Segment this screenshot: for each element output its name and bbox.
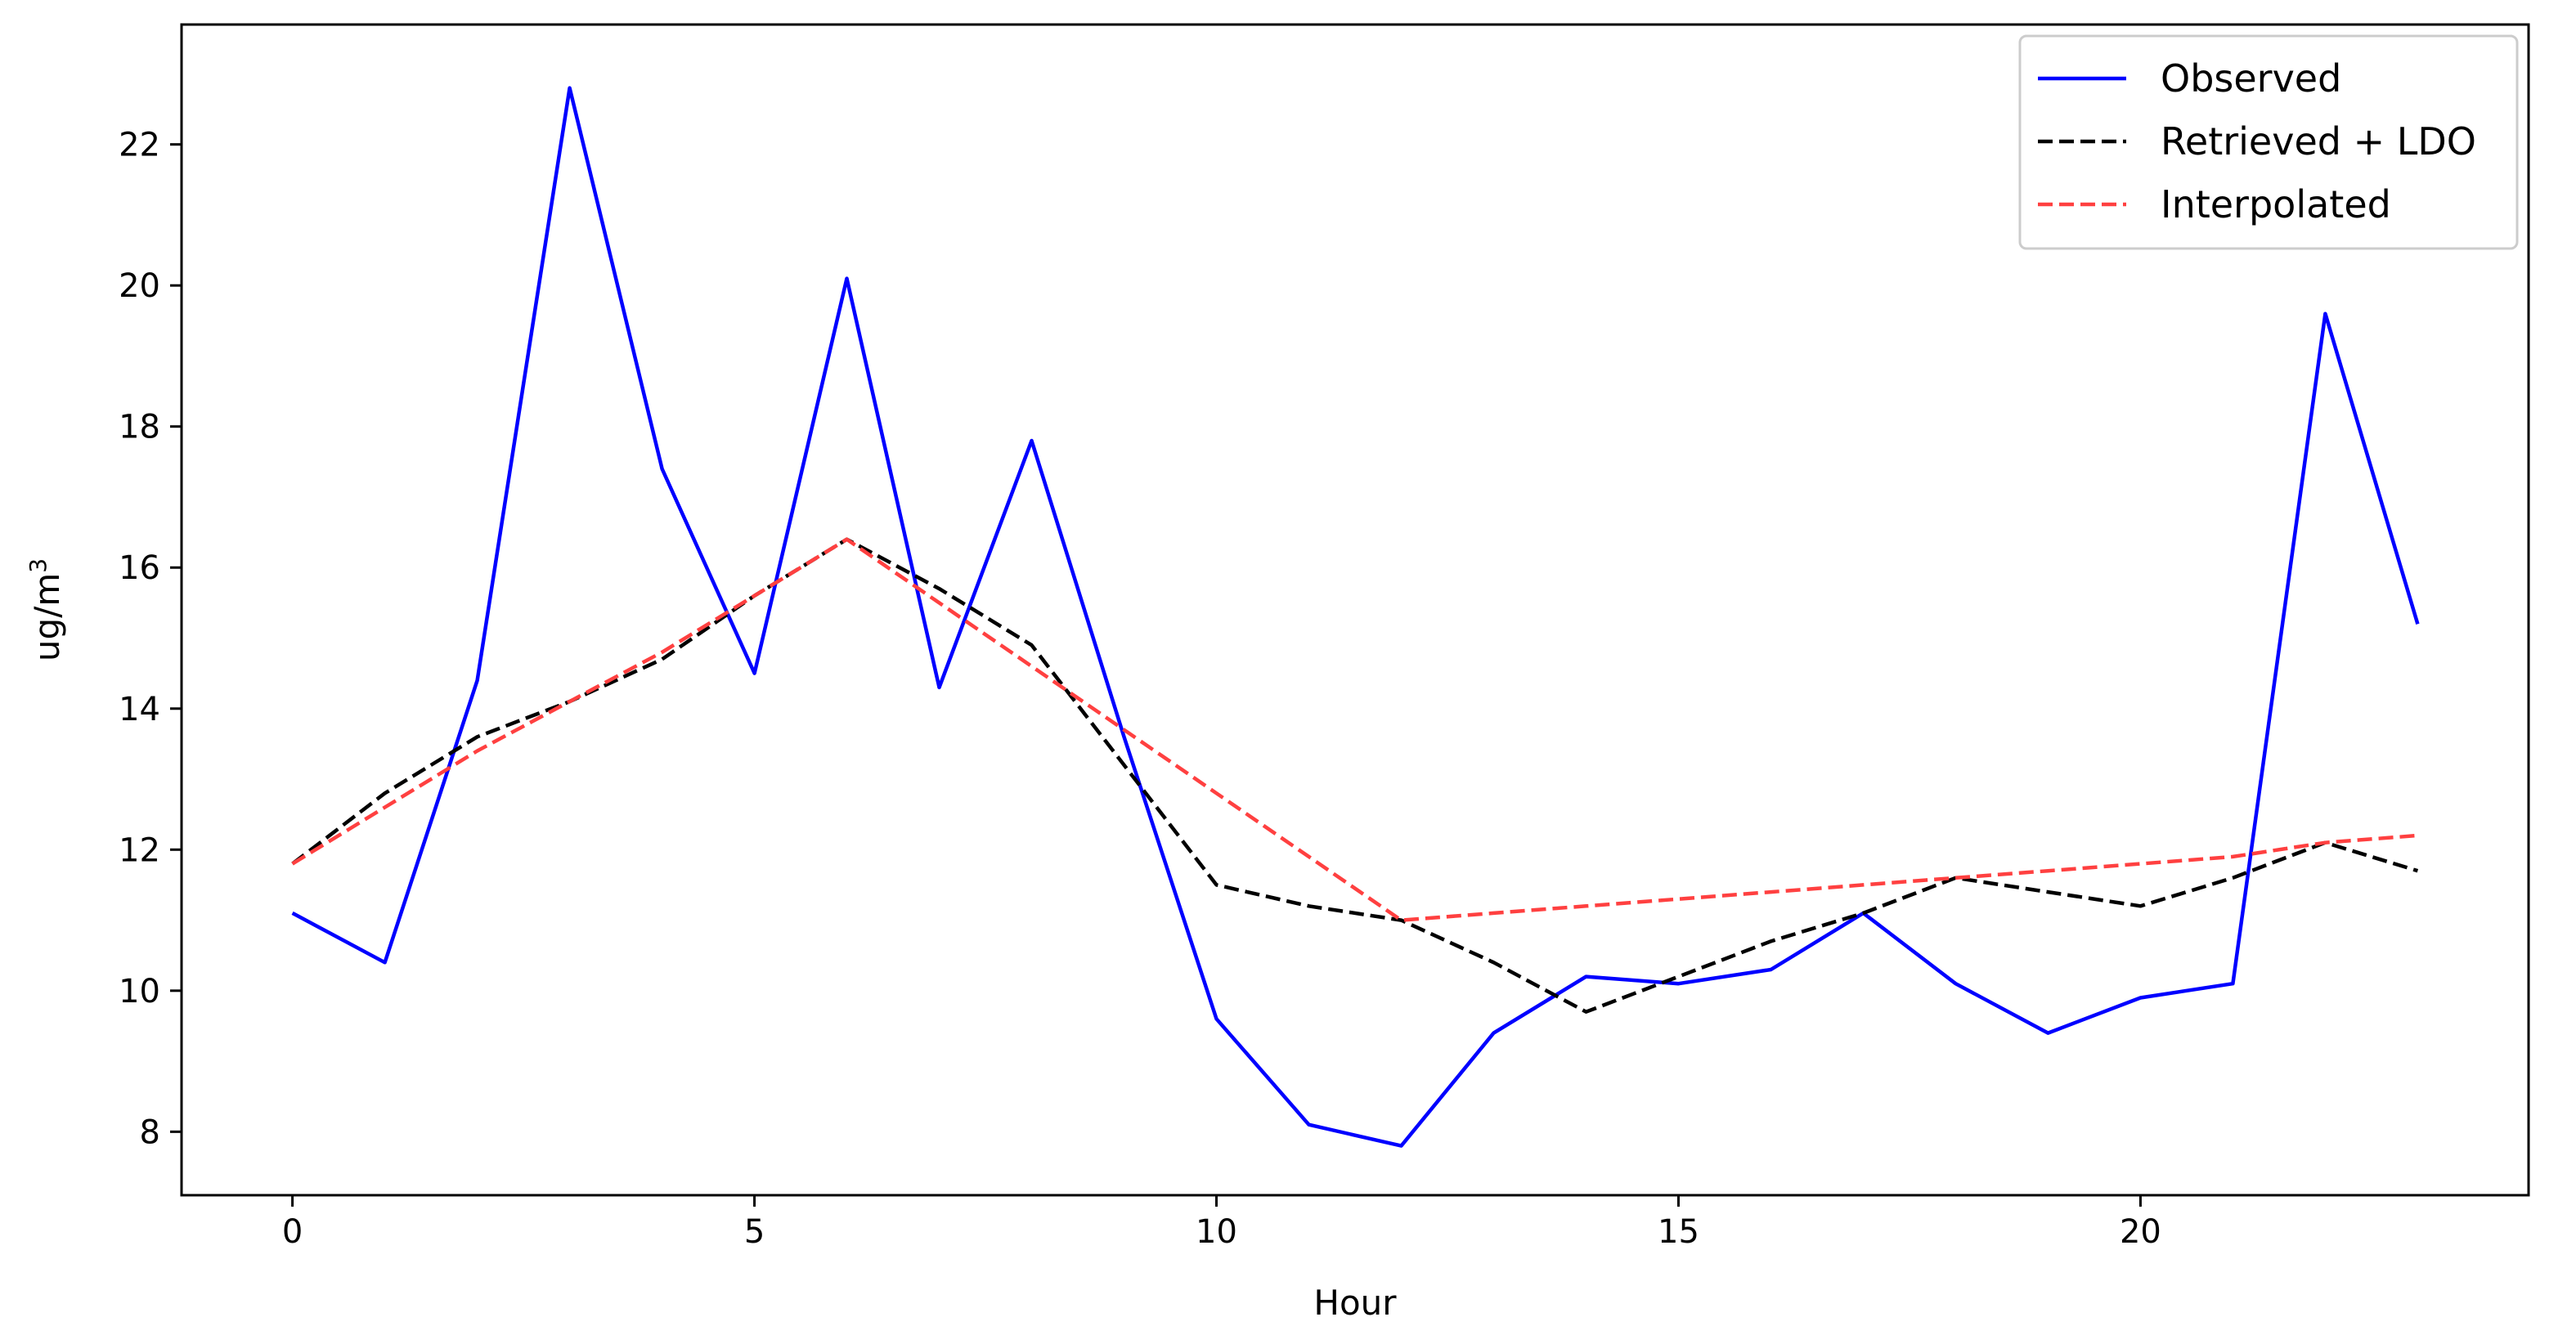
axes-frame: [180, 23, 2530, 1197]
x-tick-label: 15: [1658, 1213, 1699, 1251]
y-tick-label: 14: [119, 691, 160, 728]
x-tick-label: 0: [282, 1213, 303, 1251]
series-line-observed: [291, 86, 2420, 1148]
y-tick-label: 10: [119, 973, 160, 1010]
y-axis-title-base: ug/m: [27, 573, 67, 661]
x-axis: 0 5 10 15 20: [282, 1195, 2161, 1251]
y-tick-label: 22: [119, 127, 160, 164]
legend-label-interpolated: Interpolated: [2161, 182, 2391, 226]
series-line-retrieved-ldo: [291, 537, 2419, 1014]
x-tick-label: 5: [744, 1213, 765, 1251]
y-tick-label: 20: [119, 267, 160, 305]
legend-label-observed: Observed: [2161, 56, 2341, 101]
plot-area: [291, 86, 2420, 1148]
x-axis-title: Hour: [1313, 1283, 1397, 1323]
x-tick-label: 10: [1196, 1213, 1237, 1251]
legend-box: [2018, 34, 2519, 250]
series-line-interpolated: [291, 537, 2418, 922]
y-axis-title-superscript: 3: [25, 558, 52, 573]
x-tick-label: 20: [2120, 1213, 2161, 1251]
y-tick-label: 12: [119, 831, 160, 869]
y-tick-label: 8: [140, 1113, 160, 1151]
y-tick-label: 18: [119, 409, 160, 446]
y-axis: 8 10 12 14 16 18 20 22: [119, 127, 182, 1151]
y-axis-title: ug/m3: [25, 558, 68, 661]
legend: Observed Retrieved + LDO Interpolated: [2018, 34, 2519, 250]
y-tick-label: 16: [119, 549, 160, 587]
legend-label-retrieved-ldo: Retrieved + LDO: [2161, 119, 2476, 164]
